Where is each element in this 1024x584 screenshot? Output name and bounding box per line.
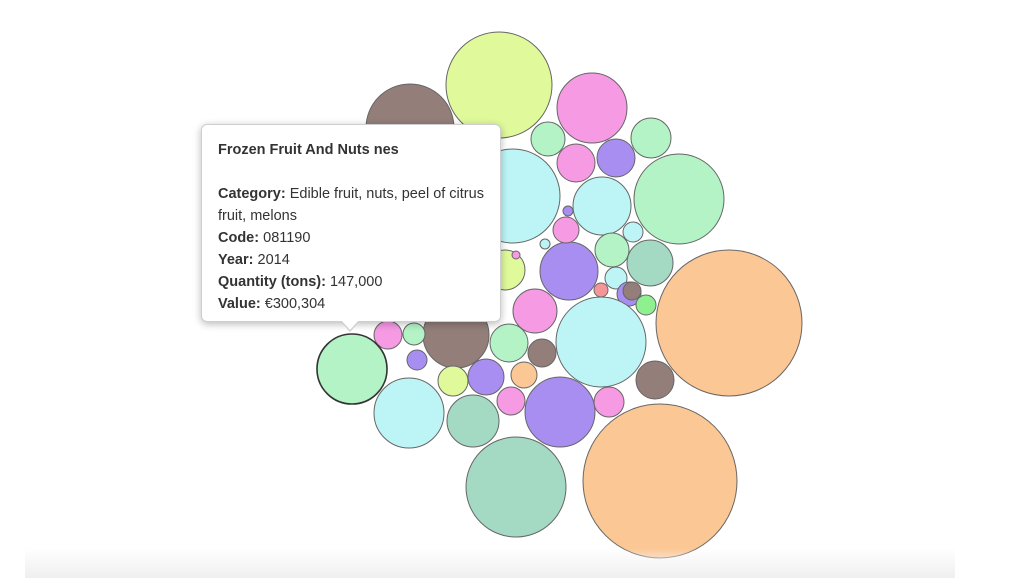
bubble[interactable] xyxy=(530,121,566,157)
bubble-highlighted[interactable] xyxy=(316,333,388,405)
tooltip-code-row: Code: 081190 xyxy=(218,227,484,249)
bubble[interactable] xyxy=(596,138,636,178)
tooltip-value-label: Value: xyxy=(218,296,261,312)
bubble[interactable] xyxy=(594,232,630,268)
tooltip-pointer xyxy=(340,320,360,332)
bubble[interactable] xyxy=(635,360,675,400)
bubble[interactable] xyxy=(626,239,674,287)
bubble[interactable] xyxy=(593,386,625,418)
bubble[interactable] xyxy=(655,249,803,397)
bubble[interactable] xyxy=(512,288,558,334)
bubble[interactable] xyxy=(446,394,500,448)
bubble[interactable] xyxy=(604,266,628,290)
tooltip-value-row: Value: €300,304 xyxy=(218,293,484,315)
bubble[interactable] xyxy=(527,338,557,368)
bubble[interactable] xyxy=(552,216,580,244)
tooltip-year-row: Year: 2014 xyxy=(218,249,484,271)
bubble[interactable] xyxy=(582,403,738,559)
bubble[interactable] xyxy=(445,31,553,139)
tooltip-year-value: 2014 xyxy=(257,252,290,268)
bubble[interactable] xyxy=(562,205,574,217)
tooltip-quantity-row: Quantity (tons): 147,000 xyxy=(218,271,484,293)
bubble-tooltip: Frozen Fruit And Nuts nes Category: Edib… xyxy=(201,124,501,332)
tooltip-category-row: Category: Edible fruit, nuts, peel of ci… xyxy=(218,183,484,227)
bubble[interactable] xyxy=(555,296,647,388)
tooltip-category-value: Edible fruit, nuts, peel of citrus fruit… xyxy=(218,186,484,224)
bubble[interactable] xyxy=(593,282,609,298)
bubble[interactable] xyxy=(556,72,628,144)
bubble[interactable] xyxy=(633,153,725,245)
tooltip-quantity-label: Quantity (tons): xyxy=(218,274,326,290)
tooltip-year-label: Year: xyxy=(218,252,254,268)
bubble[interactable] xyxy=(622,281,642,301)
bubble[interactable] xyxy=(524,376,596,448)
bubble[interactable] xyxy=(510,361,538,389)
tooltip-title: Frozen Fruit And Nuts nes xyxy=(218,142,399,158)
bubble[interactable] xyxy=(406,349,428,371)
bubble[interactable] xyxy=(402,322,426,346)
bubble[interactable] xyxy=(635,294,657,316)
bubble[interactable] xyxy=(622,221,644,243)
bubble[interactable] xyxy=(511,250,521,260)
tooltip-value-value: €300,304 xyxy=(264,296,326,312)
tooltip-code-label: Code: xyxy=(218,230,260,246)
bubble[interactable] xyxy=(572,176,632,236)
bubble[interactable] xyxy=(539,238,551,250)
bubble[interactable] xyxy=(467,358,505,396)
bubble[interactable] xyxy=(539,241,599,301)
bubble[interactable] xyxy=(437,365,469,397)
bubble[interactable] xyxy=(556,143,596,183)
bubble[interactable] xyxy=(465,436,567,538)
bottom-shadow xyxy=(25,548,955,578)
tooltip-code-value: 081190 xyxy=(263,230,311,246)
tooltip-quantity-value: 147,000 xyxy=(329,274,383,290)
tooltip-category-label: Category: xyxy=(218,186,286,202)
bubble[interactable] xyxy=(630,117,672,159)
bubble[interactable] xyxy=(496,386,526,416)
bubble[interactable] xyxy=(373,377,445,449)
bubble[interactable] xyxy=(489,323,529,363)
